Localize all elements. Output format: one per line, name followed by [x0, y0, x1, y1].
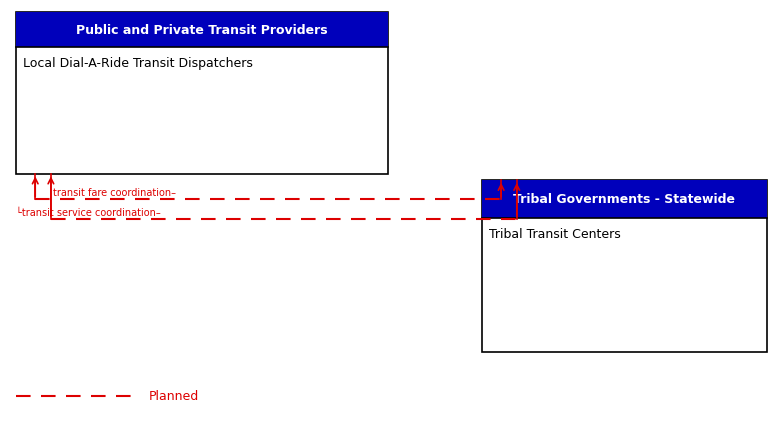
Text: Tribal Governments - Statewide: Tribal Governments - Statewide	[514, 193, 735, 206]
Text: transit fare coordination–: transit fare coordination–	[53, 188, 176, 198]
Text: Local Dial-A-Ride Transit Dispatchers: Local Dial-A-Ride Transit Dispatchers	[23, 57, 254, 70]
Text: Public and Private Transit Providers: Public and Private Transit Providers	[76, 24, 327, 37]
Text: Tribal Transit Centers: Tribal Transit Centers	[489, 227, 621, 240]
Text: Planned: Planned	[149, 389, 199, 402]
Bar	[482, 181, 767, 353]
Bar	[16, 13, 388, 49]
Bar	[482, 181, 767, 218]
Bar	[16, 13, 388, 174]
Text: └transit service coordination–: └transit service coordination–	[16, 207, 161, 217]
